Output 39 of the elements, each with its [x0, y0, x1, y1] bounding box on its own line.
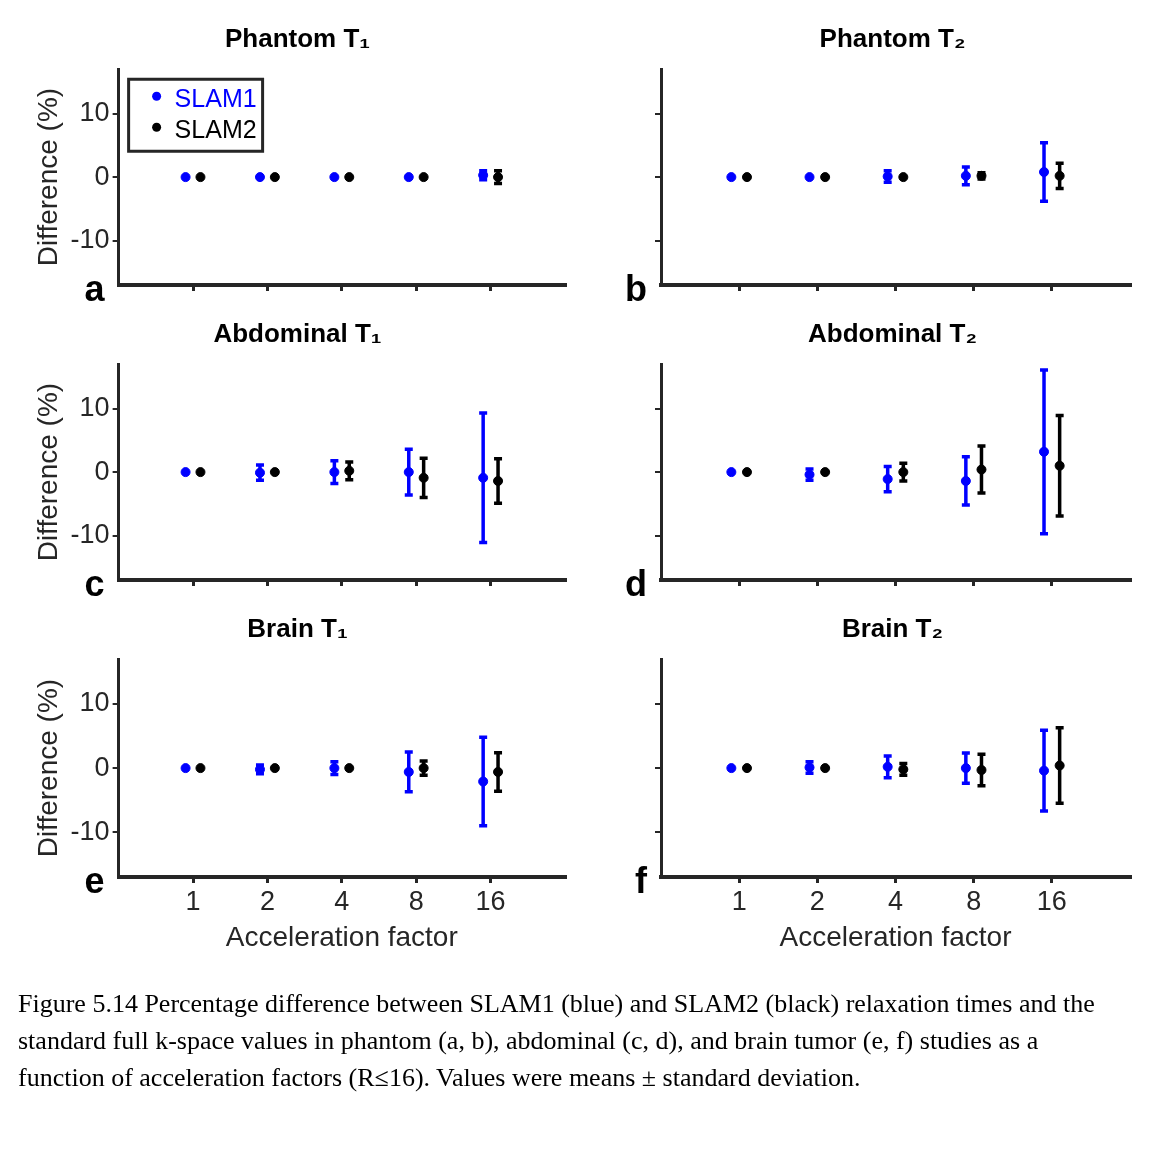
y-tick-label: 0	[94, 751, 110, 782]
x-tick-label: 16	[1036, 885, 1067, 916]
x-tick-label: 1	[185, 885, 201, 916]
y-axis-title: Difference (%)	[31, 678, 63, 858]
y-axis-title: Difference (%)	[31, 87, 63, 267]
x-tick-label: 8	[966, 885, 982, 916]
chart-title: Brain T₁	[247, 612, 348, 643]
y-tick-label: 10	[79, 392, 110, 423]
chart-title: Abdominal T₁	[213, 317, 382, 348]
y-tick-label: 0	[94, 160, 110, 191]
y-tick-label: 10	[79, 687, 110, 718]
text: d	[625, 562, 647, 604]
text: c	[84, 562, 105, 604]
legend-label: SLAM2	[174, 115, 257, 144]
y-tick-label: -10	[70, 519, 110, 550]
chart-title: Phantom T₁	[224, 22, 371, 53]
x-tick-label: 2	[259, 885, 275, 916]
text: b	[625, 267, 647, 309]
x-axis-title: Acceleration factor	[779, 920, 1012, 952]
y-axis-title: Difference (%)	[31, 382, 63, 562]
chart-title: Brain T₂	[841, 612, 944, 643]
caption: Figure 5.14 Percentage difference between SLAM1 (blue) and SLAM2 (black) relaxation times and the standard full k-space values in phantom (a, b), abdominal (c, d), and brain tumor (e, f) studies as a function of acceleration factors (R≤16). Values were means ± standard deviation.	[18, 988, 1096, 1094]
x-tick-label: 4	[887, 885, 904, 916]
x-tick-label: 16	[475, 885, 506, 916]
x-tick-label: 1	[731, 885, 747, 916]
x-tick-label: 2	[809, 885, 825, 916]
text: f	[635, 859, 648, 901]
y-tick-label: 10	[79, 97, 110, 128]
x-tick-label: 4	[334, 885, 350, 916]
text: e	[84, 859, 105, 901]
y-tick-label: -10	[70, 815, 110, 846]
legend-label: SLAM1	[174, 84, 257, 113]
chart-title: Phantom T₂	[819, 22, 966, 53]
x-axis-title: Acceleration factor	[225, 920, 458, 952]
y-tick-label: -10	[70, 224, 110, 255]
x-tick-label: 8	[408, 885, 424, 916]
text: a	[84, 267, 106, 309]
chart-title: Abdominal T₂	[808, 317, 977, 348]
y-tick-label: 0	[94, 455, 110, 486]
